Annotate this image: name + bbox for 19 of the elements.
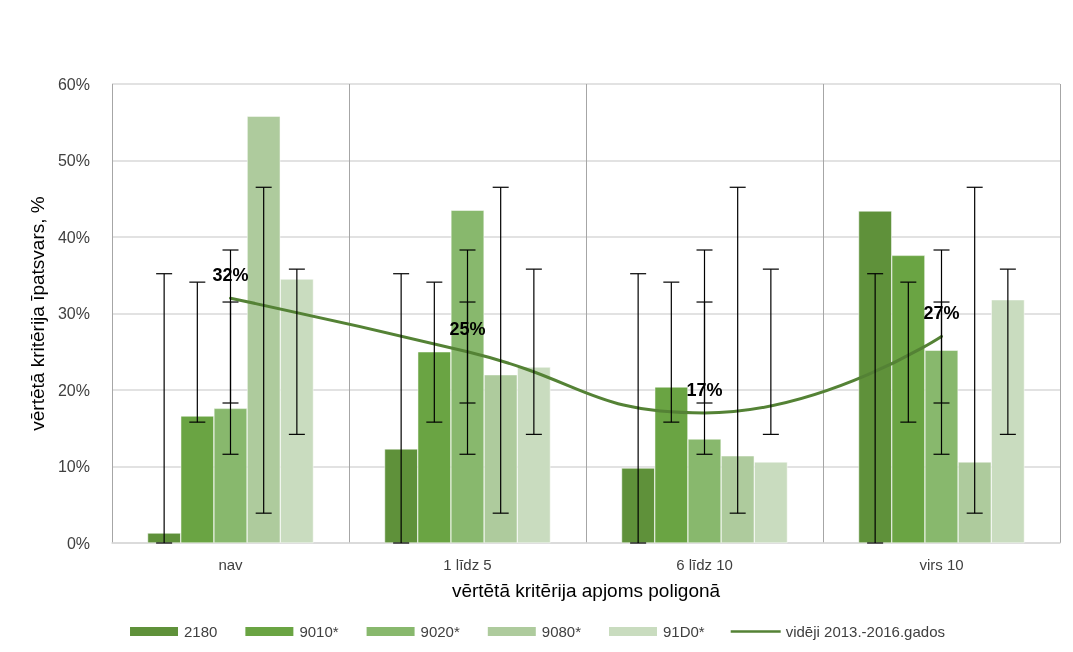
y-tick-label: 50% xyxy=(57,152,90,169)
y-tick-label: 10% xyxy=(57,458,90,475)
x-tick-label: 6 līdz 10 xyxy=(676,556,733,573)
y-tick-label: 0% xyxy=(66,534,90,552)
legend-label: 9020* xyxy=(420,623,460,640)
legend-label: 9010* xyxy=(299,623,339,640)
x-tick-label: nav xyxy=(218,556,244,573)
x-tick-label: 1 līdz 5 xyxy=(443,556,492,573)
y-tick-label: 40% xyxy=(57,228,90,246)
y-tick-label: 20% xyxy=(57,381,90,399)
y-axis-title: vērtētā kritērija īpatsvars, % xyxy=(27,196,48,431)
legend-label: vidēji 2013.-2016.gados xyxy=(785,623,945,640)
y-tick-label: 30% xyxy=(57,305,90,322)
y-tick-label: 60% xyxy=(57,75,90,93)
legend-label: 91D0* xyxy=(663,623,705,640)
legend-label: 2180 xyxy=(184,623,218,640)
x-tick-label: virs 10 xyxy=(919,556,964,573)
legend-label: 9080* xyxy=(541,623,582,640)
x-axis-title: vērtētā kritērija apjoms poligonā xyxy=(451,580,721,601)
